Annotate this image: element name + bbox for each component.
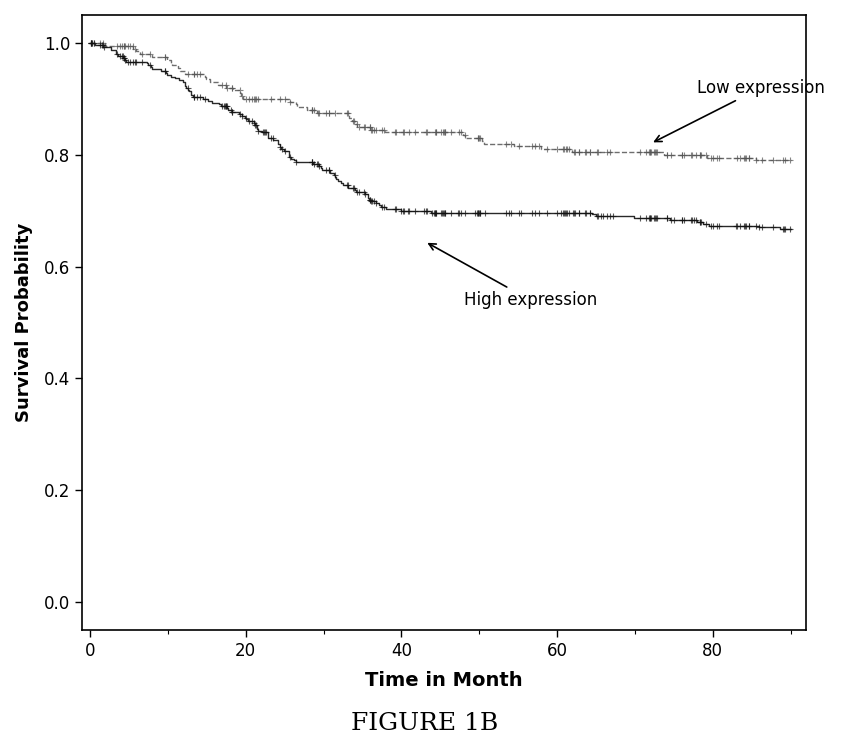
Y-axis label: Survival Probability: Survival Probability — [15, 223, 33, 422]
Text: FIGURE 1B: FIGURE 1B — [351, 712, 499, 735]
Text: High expression: High expression — [429, 244, 597, 309]
Text: Low expression: Low expression — [654, 79, 825, 142]
X-axis label: Time in Month: Time in Month — [366, 671, 523, 690]
